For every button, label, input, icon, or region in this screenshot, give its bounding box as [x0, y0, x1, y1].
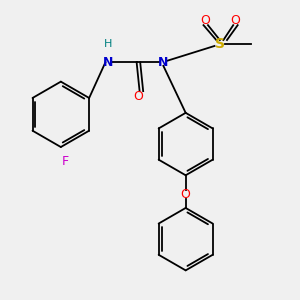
Text: O: O	[181, 188, 190, 201]
Text: O: O	[200, 14, 210, 27]
Text: N: N	[158, 56, 169, 69]
Text: N: N	[103, 56, 114, 69]
Text: H: H	[104, 39, 112, 49]
Text: S: S	[215, 38, 225, 52]
Text: F: F	[62, 155, 69, 168]
Text: O: O	[133, 90, 143, 103]
Text: O: O	[230, 14, 240, 27]
